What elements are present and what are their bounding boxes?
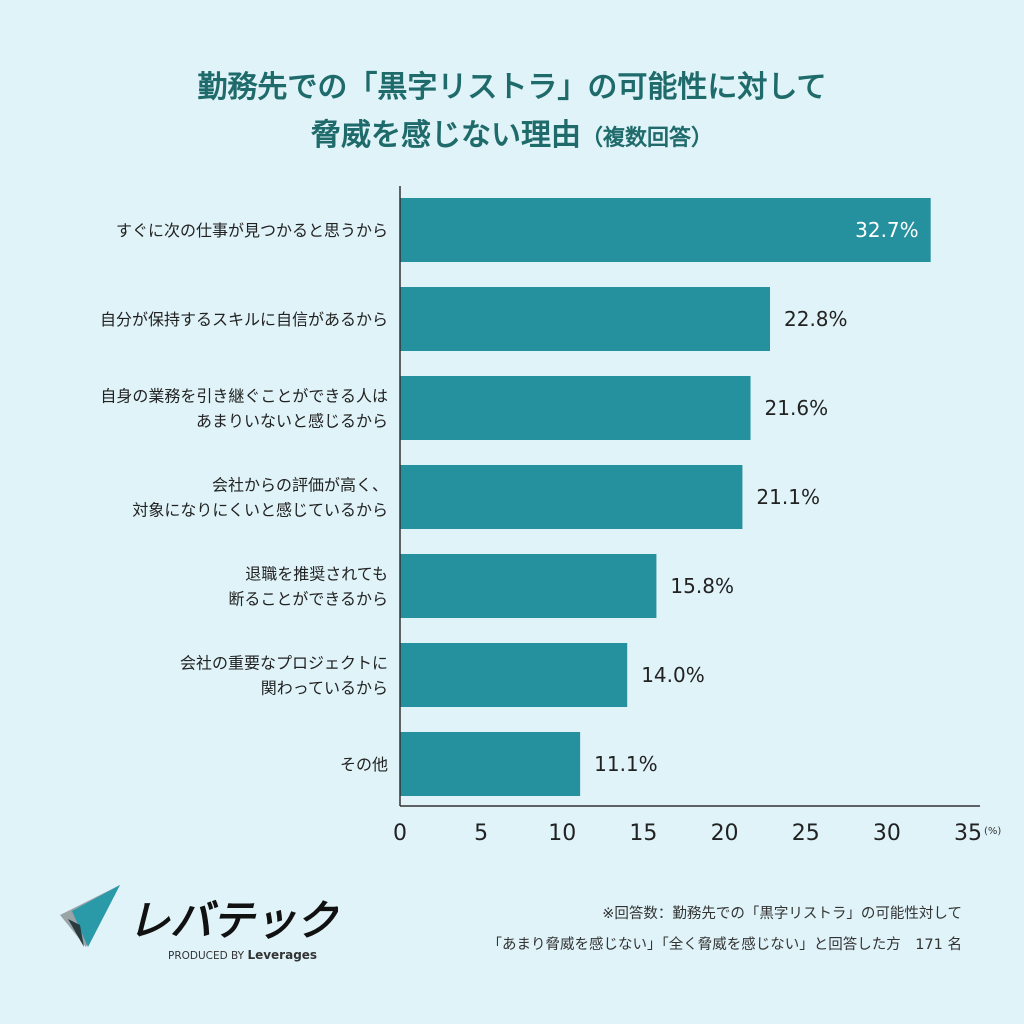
footnote-line1: ※回答数：勤務先での「黒字リストラ」の可能性対して: [602, 906, 962, 922]
category-label: その他: [340, 755, 388, 774]
chart-title-line2: 脅威を感じない理由（複数回答）: [0, 110, 1024, 154]
x-tick-label: 35: [954, 821, 982, 846]
category-label: 断ることができるから: [228, 590, 388, 609]
bar: [400, 554, 657, 618]
bar: [400, 287, 771, 351]
data-label: 21.6%: [765, 396, 829, 420]
x-tick-label: 20: [711, 821, 739, 846]
data-label: 14.0%: [641, 663, 705, 687]
category-label: 退職を推奨されても: [245, 565, 388, 584]
chart-title-line1: 勤務先での「黒字リストラ」の可能性に対して: [197, 70, 827, 105]
bar-chart: 32.7% すぐに次の仕事が見つかると思うから 22.8% 自分が保持するスキルに自信…: [100, 186, 1001, 846]
data-label: 22.8%: [784, 307, 848, 331]
logo: レバテック PRODUCED BY Leverages: [58, 885, 341, 969]
bar: [400, 376, 751, 440]
category-label: あまりいないと感じるから: [196, 412, 388, 431]
bar: [400, 198, 931, 262]
category-label: 関わっているから: [261, 679, 388, 698]
svg-text:レバテック: レバテック: [128, 896, 338, 945]
data-label: 15.8%: [670, 574, 734, 598]
data-label: 11.1%: [594, 752, 658, 776]
footnote-line2: 「あまり脅威を感じない」「全く脅威を感じない」と回答した方 171 名: [487, 937, 962, 953]
category-label: 会社からの評価が高く、: [212, 476, 388, 495]
category-label: すぐに次の仕事が見つかると思うから: [116, 221, 388, 240]
bar: [400, 732, 581, 796]
x-axis-unit: (%): [984, 826, 1001, 837]
title-main: 脅威を感じない理由: [310, 118, 581, 153]
x-tick-label: 0: [393, 821, 407, 846]
category-label: 会社の重要なプロジェクトに: [180, 654, 388, 673]
x-tick-label: 25: [792, 821, 820, 846]
bar: [400, 643, 628, 707]
title-note: （複数回答）: [580, 126, 713, 151]
x-tick-label: 10: [548, 821, 576, 846]
data-label: 21.1%: [756, 485, 820, 509]
data-label: 32.7%: [855, 218, 919, 242]
x-tick-label: 5: [474, 821, 488, 846]
bar: [400, 465, 743, 529]
x-tick-label: 15: [629, 821, 657, 846]
category-label: 対象になりにくいと感じているから: [132, 501, 388, 520]
svg-text:PRODUCED BY Leverages: PRODUCED BY Leverages: [168, 948, 317, 962]
category-label: 自身の業務を引き継ぐことができる人は: [100, 387, 388, 406]
x-tick-label: 30: [873, 821, 901, 846]
category-label: 自分が保持するスキルに自信があるから: [100, 310, 388, 329]
